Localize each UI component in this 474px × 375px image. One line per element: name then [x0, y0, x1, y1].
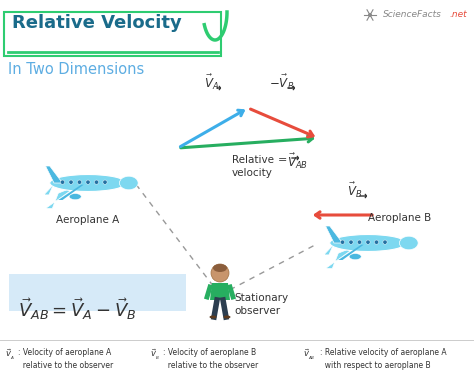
Text: .net: .net — [449, 10, 466, 19]
Circle shape — [383, 240, 387, 244]
Text: Aeroplane A: Aeroplane A — [56, 215, 119, 225]
Ellipse shape — [400, 236, 418, 250]
Text: : Velocity of aeroplane B
  relative to the observer: : Velocity of aeroplane B relative to th… — [163, 348, 258, 369]
Polygon shape — [338, 245, 364, 260]
Ellipse shape — [119, 176, 138, 190]
Text: $\vec{V}_{AB}$: $\vec{V}_{AB}$ — [287, 152, 308, 171]
Text: Stationary
observer: Stationary observer — [234, 293, 288, 316]
Circle shape — [368, 13, 372, 17]
FancyBboxPatch shape — [4, 12, 221, 56]
Ellipse shape — [210, 315, 217, 318]
Polygon shape — [58, 185, 84, 200]
Text: $\vec{V}_A$: $\vec{V}_A$ — [204, 73, 219, 92]
Text: : Relative velocity of aeroplane A
  with respect to aeroplane B: : Relative velocity of aeroplane A with … — [320, 348, 447, 369]
Ellipse shape — [349, 254, 361, 260]
Text: : Velocity of aeroplane A
  relative to the observer: : Velocity of aeroplane A relative to th… — [18, 348, 113, 369]
Circle shape — [60, 180, 64, 184]
Circle shape — [103, 180, 107, 184]
Circle shape — [86, 180, 90, 184]
Polygon shape — [326, 226, 343, 243]
Text: Aeroplane B: Aeroplane B — [368, 213, 432, 223]
Ellipse shape — [69, 194, 81, 200]
Text: Relative Velocity: Relative Velocity — [12, 14, 182, 32]
Polygon shape — [319, 241, 372, 268]
Polygon shape — [40, 182, 63, 195]
Ellipse shape — [224, 315, 230, 318]
Text: In Two Dimensions: In Two Dimensions — [8, 62, 144, 77]
Text: $\vec{v}_{_A}$: $\vec{v}_{_A}$ — [5, 348, 15, 362]
Polygon shape — [320, 242, 343, 255]
Circle shape — [357, 240, 362, 244]
Ellipse shape — [213, 264, 227, 272]
Circle shape — [77, 180, 82, 184]
FancyBboxPatch shape — [9, 274, 186, 311]
Circle shape — [366, 240, 370, 244]
Text: Relative
velocity: Relative velocity — [232, 155, 274, 178]
Text: $\vec{v}_{_{AB}}$: $\vec{v}_{_{AB}}$ — [303, 348, 316, 362]
Polygon shape — [46, 166, 63, 183]
Circle shape — [94, 180, 99, 184]
Polygon shape — [39, 181, 92, 209]
Polygon shape — [210, 283, 230, 300]
Text: $\vec{V}_B$: $\vec{V}_B$ — [347, 181, 363, 200]
Circle shape — [69, 180, 73, 184]
Ellipse shape — [330, 234, 406, 252]
Ellipse shape — [50, 174, 126, 192]
Text: =: = — [278, 155, 287, 165]
Circle shape — [349, 240, 353, 244]
Circle shape — [211, 264, 229, 282]
Text: ScienceFacts: ScienceFacts — [383, 10, 442, 19]
Text: $\vec{v}_{_B}$: $\vec{v}_{_B}$ — [150, 348, 160, 362]
Circle shape — [374, 240, 379, 244]
Text: $-\vec{V}_B$: $-\vec{V}_B$ — [269, 73, 294, 92]
Text: $\vec{V}_{AB} = \vec{V}_{A} - \vec{V}_{B}$: $\vec{V}_{AB} = \vec{V}_{A} - \vec{V}_{B… — [18, 296, 137, 322]
Circle shape — [340, 240, 345, 244]
